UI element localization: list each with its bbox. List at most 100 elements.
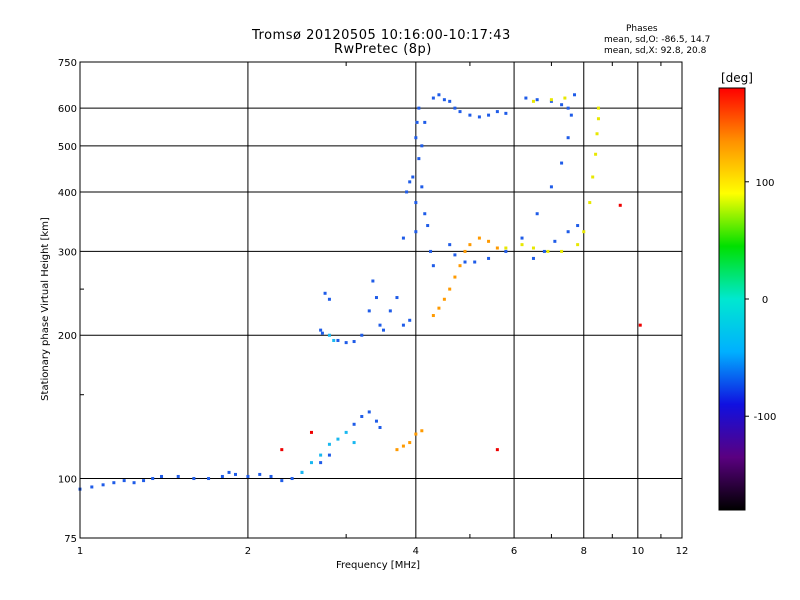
data-point — [431, 314, 435, 318]
data-point — [542, 249, 546, 253]
x-tick-label: 12 — [676, 546, 689, 557]
data-point — [566, 106, 570, 110]
data-point — [596, 106, 600, 110]
data-point — [408, 441, 412, 445]
data-point — [477, 115, 481, 119]
data-point — [327, 297, 331, 301]
data-point — [448, 99, 452, 103]
y-axis-ticks: 75 100 200 300 400 500 600 750 — [58, 58, 84, 545]
data-point — [415, 120, 419, 124]
colorbar-tick-label: 100 — [755, 178, 774, 189]
data-point — [566, 136, 570, 140]
data-point — [549, 98, 553, 102]
data-point — [549, 99, 553, 103]
phases-mean-x: mean, sd,X: 92.8, 20.8 — [604, 46, 707, 56]
data-point — [319, 453, 323, 457]
data-point — [535, 98, 539, 102]
x-tick-label: 10 — [631, 546, 644, 557]
data-point — [473, 260, 477, 264]
data-point — [468, 113, 472, 117]
data-point — [504, 111, 508, 115]
data-point — [442, 297, 446, 301]
data-point — [101, 483, 105, 487]
data-point — [367, 309, 371, 313]
colorbar-tick-label: 0 — [762, 295, 768, 306]
data-point — [122, 479, 126, 483]
data-point — [638, 323, 642, 327]
y-axis-label: Stationary phase Virtual Height [km] — [40, 217, 51, 401]
y-tick-label: 100 — [58, 475, 77, 486]
data-point — [176, 474, 180, 478]
y-tick-label: 600 — [58, 104, 77, 115]
data-point — [596, 117, 600, 121]
data-point — [300, 470, 304, 474]
data-point — [468, 243, 472, 247]
data-point — [352, 422, 356, 426]
data-point — [374, 419, 378, 423]
data-point — [378, 323, 382, 327]
data-point — [588, 201, 592, 205]
x-axis-label: Frequency [MHz] — [336, 560, 420, 571]
data-point — [487, 256, 491, 260]
data-point — [142, 479, 146, 483]
data-point — [495, 246, 499, 250]
x-axis-ticks: 1 2 4 6 8 10 12 — [77, 62, 689, 557]
phases-heading: Phases — [626, 24, 658, 34]
data-point — [618, 203, 622, 207]
data-point — [549, 185, 553, 189]
colorbar: 100 0 -100 — [718, 87, 776, 511]
data-point — [280, 448, 284, 452]
data-point — [495, 110, 499, 114]
data-point — [151, 477, 155, 481]
data-point — [401, 236, 405, 240]
data-point — [429, 249, 433, 253]
data-point — [280, 479, 284, 483]
data-point — [233, 472, 237, 476]
data-points — [78, 93, 642, 491]
data-point — [431, 96, 435, 100]
y-tick-label: 400 — [58, 188, 77, 199]
data-point — [352, 340, 356, 344]
data-point — [344, 341, 348, 345]
data-point — [408, 180, 412, 184]
data-point — [426, 224, 430, 228]
data-point — [258, 472, 262, 476]
data-point — [414, 230, 418, 234]
data-point — [458, 110, 462, 114]
data-point — [531, 99, 535, 103]
data-point — [395, 296, 399, 300]
data-point — [408, 318, 412, 322]
data-point — [437, 306, 441, 310]
data-point — [246, 474, 250, 478]
data-point — [582, 230, 586, 234]
data-point — [332, 338, 336, 342]
data-point — [423, 212, 427, 216]
data-point — [381, 328, 385, 332]
y-tick-label: 750 — [58, 58, 77, 69]
data-point — [448, 287, 452, 291]
data-point — [417, 157, 421, 161]
data-point — [367, 410, 371, 414]
x-tick-label: 8 — [581, 546, 587, 557]
data-point — [309, 430, 313, 434]
data-point — [520, 243, 524, 247]
data-point — [594, 152, 598, 156]
data-point — [319, 461, 323, 465]
plot-frame — [79, 61, 683, 539]
data-point — [453, 275, 457, 279]
data-point — [595, 132, 599, 136]
data-point — [327, 453, 331, 457]
data-point — [378, 425, 382, 429]
data-point — [495, 448, 499, 452]
grid — [80, 62, 682, 538]
data-point — [576, 224, 580, 228]
chart-subtitle: RwPretec (8p) — [334, 42, 432, 57]
data-point — [132, 481, 136, 485]
data-point — [524, 96, 528, 100]
data-point — [344, 430, 348, 434]
data-point — [563, 96, 567, 100]
data-point — [401, 323, 405, 327]
data-point — [414, 432, 418, 436]
data-point — [352, 441, 356, 445]
y-tick-label: 300 — [58, 247, 77, 258]
